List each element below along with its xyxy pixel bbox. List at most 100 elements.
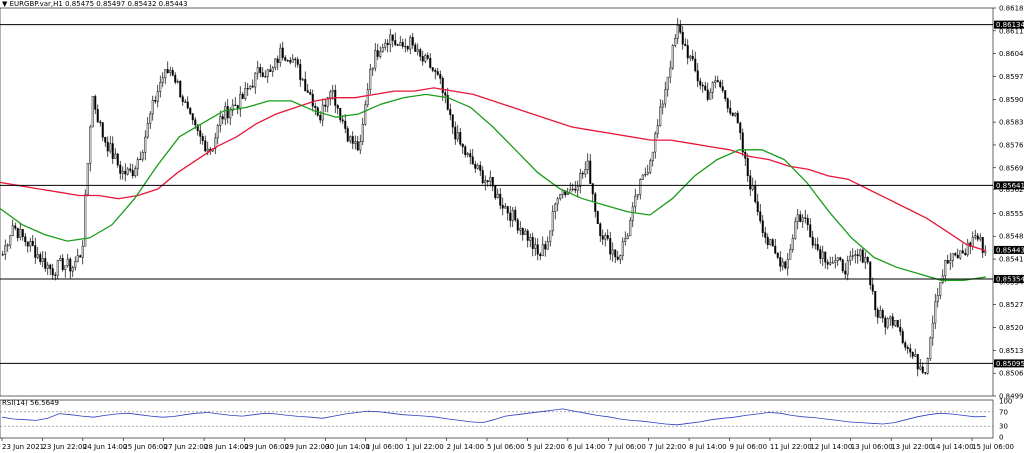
candle-body: [664, 89, 667, 105]
candle-body: [176, 81, 179, 83]
candle-body: [944, 260, 947, 277]
candle-body: [739, 122, 742, 134]
candle-body: [424, 55, 427, 62]
candle-body: [534, 244, 537, 249]
candle-body: [94, 96, 97, 110]
candle-body: [226, 106, 229, 119]
candle-body: [859, 249, 862, 257]
candle-body: [724, 90, 727, 99]
candle-body: [221, 116, 224, 120]
horizontal-levels: 0.86134 0.85641 0.85354 0.85095 0.85443: [0, 20, 1024, 368]
candle-body: [549, 230, 552, 243]
candle-body: [46, 264, 49, 269]
candle-body: [34, 245, 37, 258]
candle-body: [646, 172, 649, 175]
candle-body: [979, 237, 982, 240]
y-tick-label: 0.85629: [999, 186, 1024, 194]
candle-body: [16, 227, 19, 238]
candle-body: [251, 85, 254, 88]
candle-body: [816, 244, 819, 250]
y-tick-label: 0.86185: [999, 5, 1024, 13]
candle-body: [529, 237, 532, 241]
candle-body: [829, 262, 832, 265]
candle-body: [384, 42, 387, 48]
candle-body: [214, 137, 217, 150]
candle-body: [146, 123, 149, 138]
candle-body: [771, 239, 774, 247]
candle-body: [504, 206, 507, 209]
candle-body: [784, 261, 787, 269]
x-tick-label: 5 Jul 06:00: [487, 443, 525, 451]
candle-body: [911, 351, 914, 357]
candle-body: [584, 169, 587, 175]
candle-body: [319, 115, 322, 121]
candle-body: [419, 49, 422, 57]
candle-body: [541, 244, 544, 257]
candle-body: [349, 136, 352, 142]
candle-body: [951, 253, 954, 261]
candle-body: [746, 158, 749, 177]
candle-body: [576, 186, 579, 191]
candle-body: [621, 241, 624, 256]
candle-body: [416, 49, 419, 52]
candle-body: [311, 94, 314, 107]
y-tick-label: 0.86045: [999, 50, 1024, 58]
candle-body: [96, 109, 99, 123]
candle-body: [414, 44, 417, 52]
candle-body: [894, 320, 897, 326]
candle-body: [876, 309, 879, 318]
candle-body: [79, 255, 82, 258]
candle-body: [919, 366, 922, 370]
candle-body: [976, 235, 979, 240]
candle-body: [814, 244, 817, 246]
candle-body: [36, 254, 39, 258]
candle-body: [879, 310, 882, 318]
candle-body: [796, 214, 799, 223]
candle-body: [71, 267, 74, 272]
candle-body: [866, 257, 869, 263]
x-tick-label: 1 Jul 22:00: [406, 443, 444, 451]
candle-body: [449, 109, 452, 116]
candle-body: [491, 176, 494, 187]
x-tick-label: 12 Jul 14:00: [810, 443, 852, 451]
candle-body: [44, 258, 47, 269]
candle-body: [441, 78, 444, 93]
candle-body: [369, 69, 372, 91]
candle-body: [904, 342, 907, 348]
candle-body: [601, 235, 604, 240]
candle-body: [216, 125, 219, 139]
candle-body: [861, 249, 864, 263]
candle-body: [131, 170, 134, 176]
candle-body: [514, 209, 517, 221]
candle-body: [296, 59, 299, 65]
candle-body: [436, 71, 439, 75]
candle-body: [99, 121, 102, 123]
candle-body: [306, 90, 309, 93]
ohlc-values: 0.85475 0.85497 0.85432 0.85443: [65, 0, 188, 8]
candle-body: [386, 42, 389, 45]
candle-body: [756, 201, 759, 212]
candle-body: [936, 295, 939, 303]
candle-body: [729, 107, 732, 114]
candle-body: [701, 84, 704, 87]
candle-body: [86, 163, 89, 196]
candle-body: [301, 79, 304, 81]
candle-body: [831, 262, 834, 264]
ma-fast-line: [0, 93, 987, 281]
candle-body: [374, 50, 377, 69]
x-tick-label: 24 Jun 14:00: [83, 443, 127, 451]
y-tick-label: 0.86115: [999, 27, 1024, 35]
candle-body: [676, 25, 679, 39]
symbol-label: EURGBP.var,H1: [9, 0, 63, 8]
candle-body: [421, 56, 424, 62]
x-tick-label: 23 Jun 22:00: [42, 443, 86, 451]
candle-body: [166, 69, 169, 73]
candle-body: [404, 46, 407, 48]
candle-body: [684, 44, 687, 46]
dropdown-arrow-icon[interactable]: ▼: [2, 0, 8, 8]
candle-body: [396, 44, 399, 46]
candle-body: [294, 58, 297, 61]
candle-body: [609, 238, 612, 255]
